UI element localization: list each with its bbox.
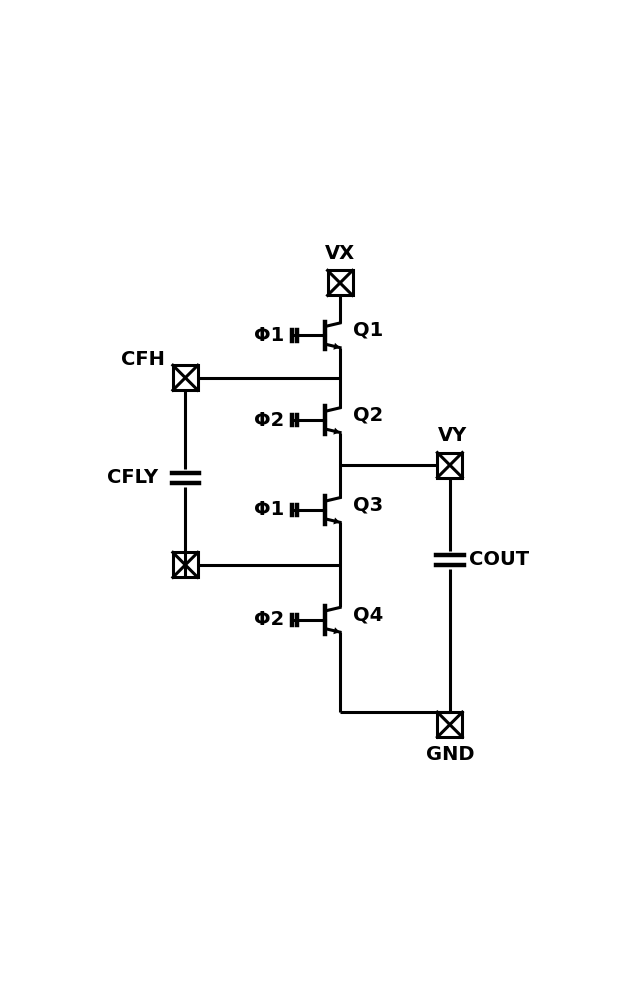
Text: Q3: Q3 [352,495,383,514]
Text: Φ1: Φ1 [254,326,285,345]
Text: CFLY: CFLY [107,468,158,487]
Text: Q1: Q1 [352,321,383,340]
Text: Q2: Q2 [352,406,383,425]
Text: CFH: CFH [122,350,166,369]
Polygon shape [334,517,340,524]
Text: VY: VY [438,426,467,445]
Polygon shape [334,428,340,435]
Text: Q4: Q4 [352,605,383,624]
Text: VX: VX [325,244,355,263]
Text: Φ2: Φ2 [254,411,285,430]
Polygon shape [334,627,340,634]
Text: GND: GND [426,745,474,764]
Text: Φ2: Φ2 [254,610,285,629]
Polygon shape [334,343,340,350]
Text: COUT: COUT [469,550,529,569]
Text: Φ1: Φ1 [254,500,285,519]
